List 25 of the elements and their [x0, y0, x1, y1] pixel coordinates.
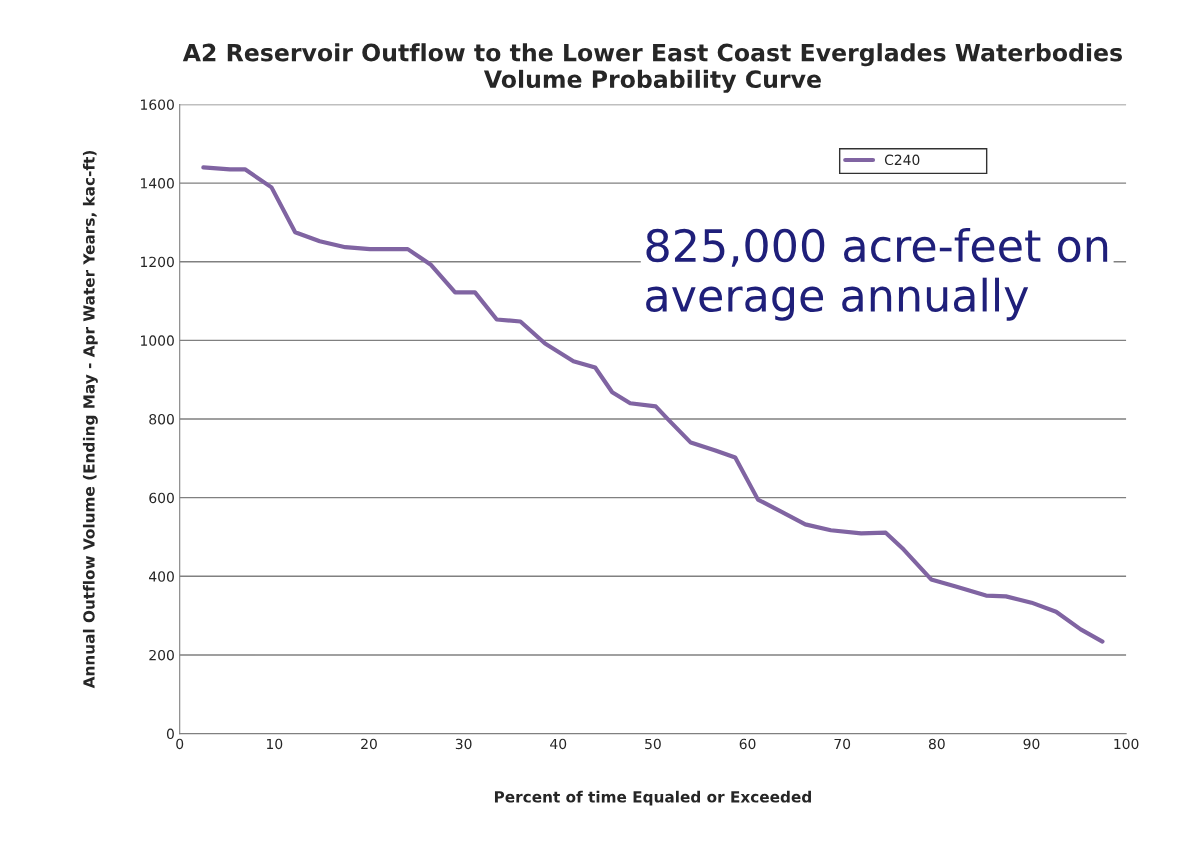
x-tick-label: 70: [834, 738, 851, 750]
x-tick-label: 0: [176, 738, 184, 750]
y-tick-label: 600: [149, 492, 174, 504]
y-tick-label: 800: [149, 413, 174, 425]
y-tick-label: 1200: [141, 256, 174, 268]
y-tick-label: 200: [149, 649, 174, 661]
y-axis-title: Annual Outflow Volume (Ending May - Apr Water Years, kac-ft): [82, 150, 98, 689]
y-tick-label: 1400: [141, 178, 174, 189]
x-tick-label: 20: [361, 738, 377, 750]
x-axis-title: Percent of time Equaled or Exceeded: [494, 790, 811, 806]
x-tick-label: 40: [550, 738, 567, 750]
x-tick-label: 10: [267, 738, 283, 750]
x-tick-label: 80: [928, 738, 945, 750]
x-tick-label: 60: [739, 738, 756, 750]
x-tick-label: 100: [1114, 738, 1139, 750]
y-tick-label: 1000: [141, 335, 174, 346]
y-tick-label: 1600: [141, 99, 174, 110]
annotation: 825,000 acre-feet on average annually: [646, 227, 1108, 321]
x-tick-label: 50: [645, 738, 661, 750]
legend-label: C240: [884, 154, 920, 166]
x-tick-label: 90: [1023, 738, 1040, 750]
y-tick-label: 0: [166, 728, 174, 740]
chart-title: A2 Reservoir Outflow to the Lower East Coast Everglades Waterbodies Volume Probability Curve: [182, 43, 1122, 93]
y-tick-label: 400: [149, 571, 174, 582]
x-tick-label: 30: [455, 738, 472, 750]
